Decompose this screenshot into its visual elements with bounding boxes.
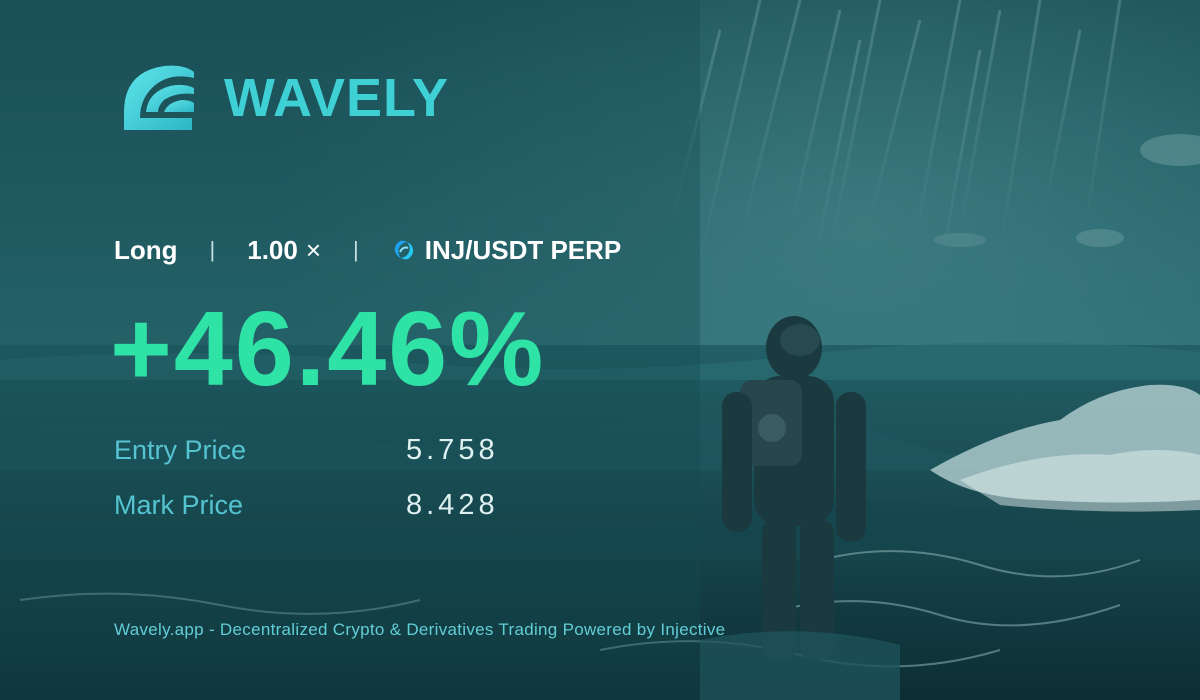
mark-price-row: Mark Price 8.428 [114,485,534,525]
wave-logo-icon [124,65,194,130]
separator: | [209,237,216,262]
mark-price-value: 8.428 [406,488,499,521]
leverage: 1.00 × [247,235,321,266]
leverage-symbol: × [305,234,322,265]
pnl-percentage: +46.46% [110,290,546,408]
separator: | [353,237,359,262]
mark-price-label: Mark Price [114,489,244,520]
injective-icon [394,240,413,260]
position-side: Long [114,234,178,265]
entry-price-row: Entry Price 5.758 [114,430,534,470]
entry-price-value: 5.758 [406,433,499,466]
brand-name: WAVELY [224,68,450,128]
market: INJ/USDT PERP [391,234,622,266]
leverage-value: 1.00 [247,234,298,265]
brand: WAVELY [118,62,449,134]
footer-tagline: Wavely.app - Decentralized Crypto & Deri… [114,620,726,639]
position-summary: Long | 1.00 × | INJ/USDT PERP [114,232,621,268]
entry-price-label: Entry Price [114,434,247,465]
market-name: INJ/USDT PERP [424,234,622,265]
